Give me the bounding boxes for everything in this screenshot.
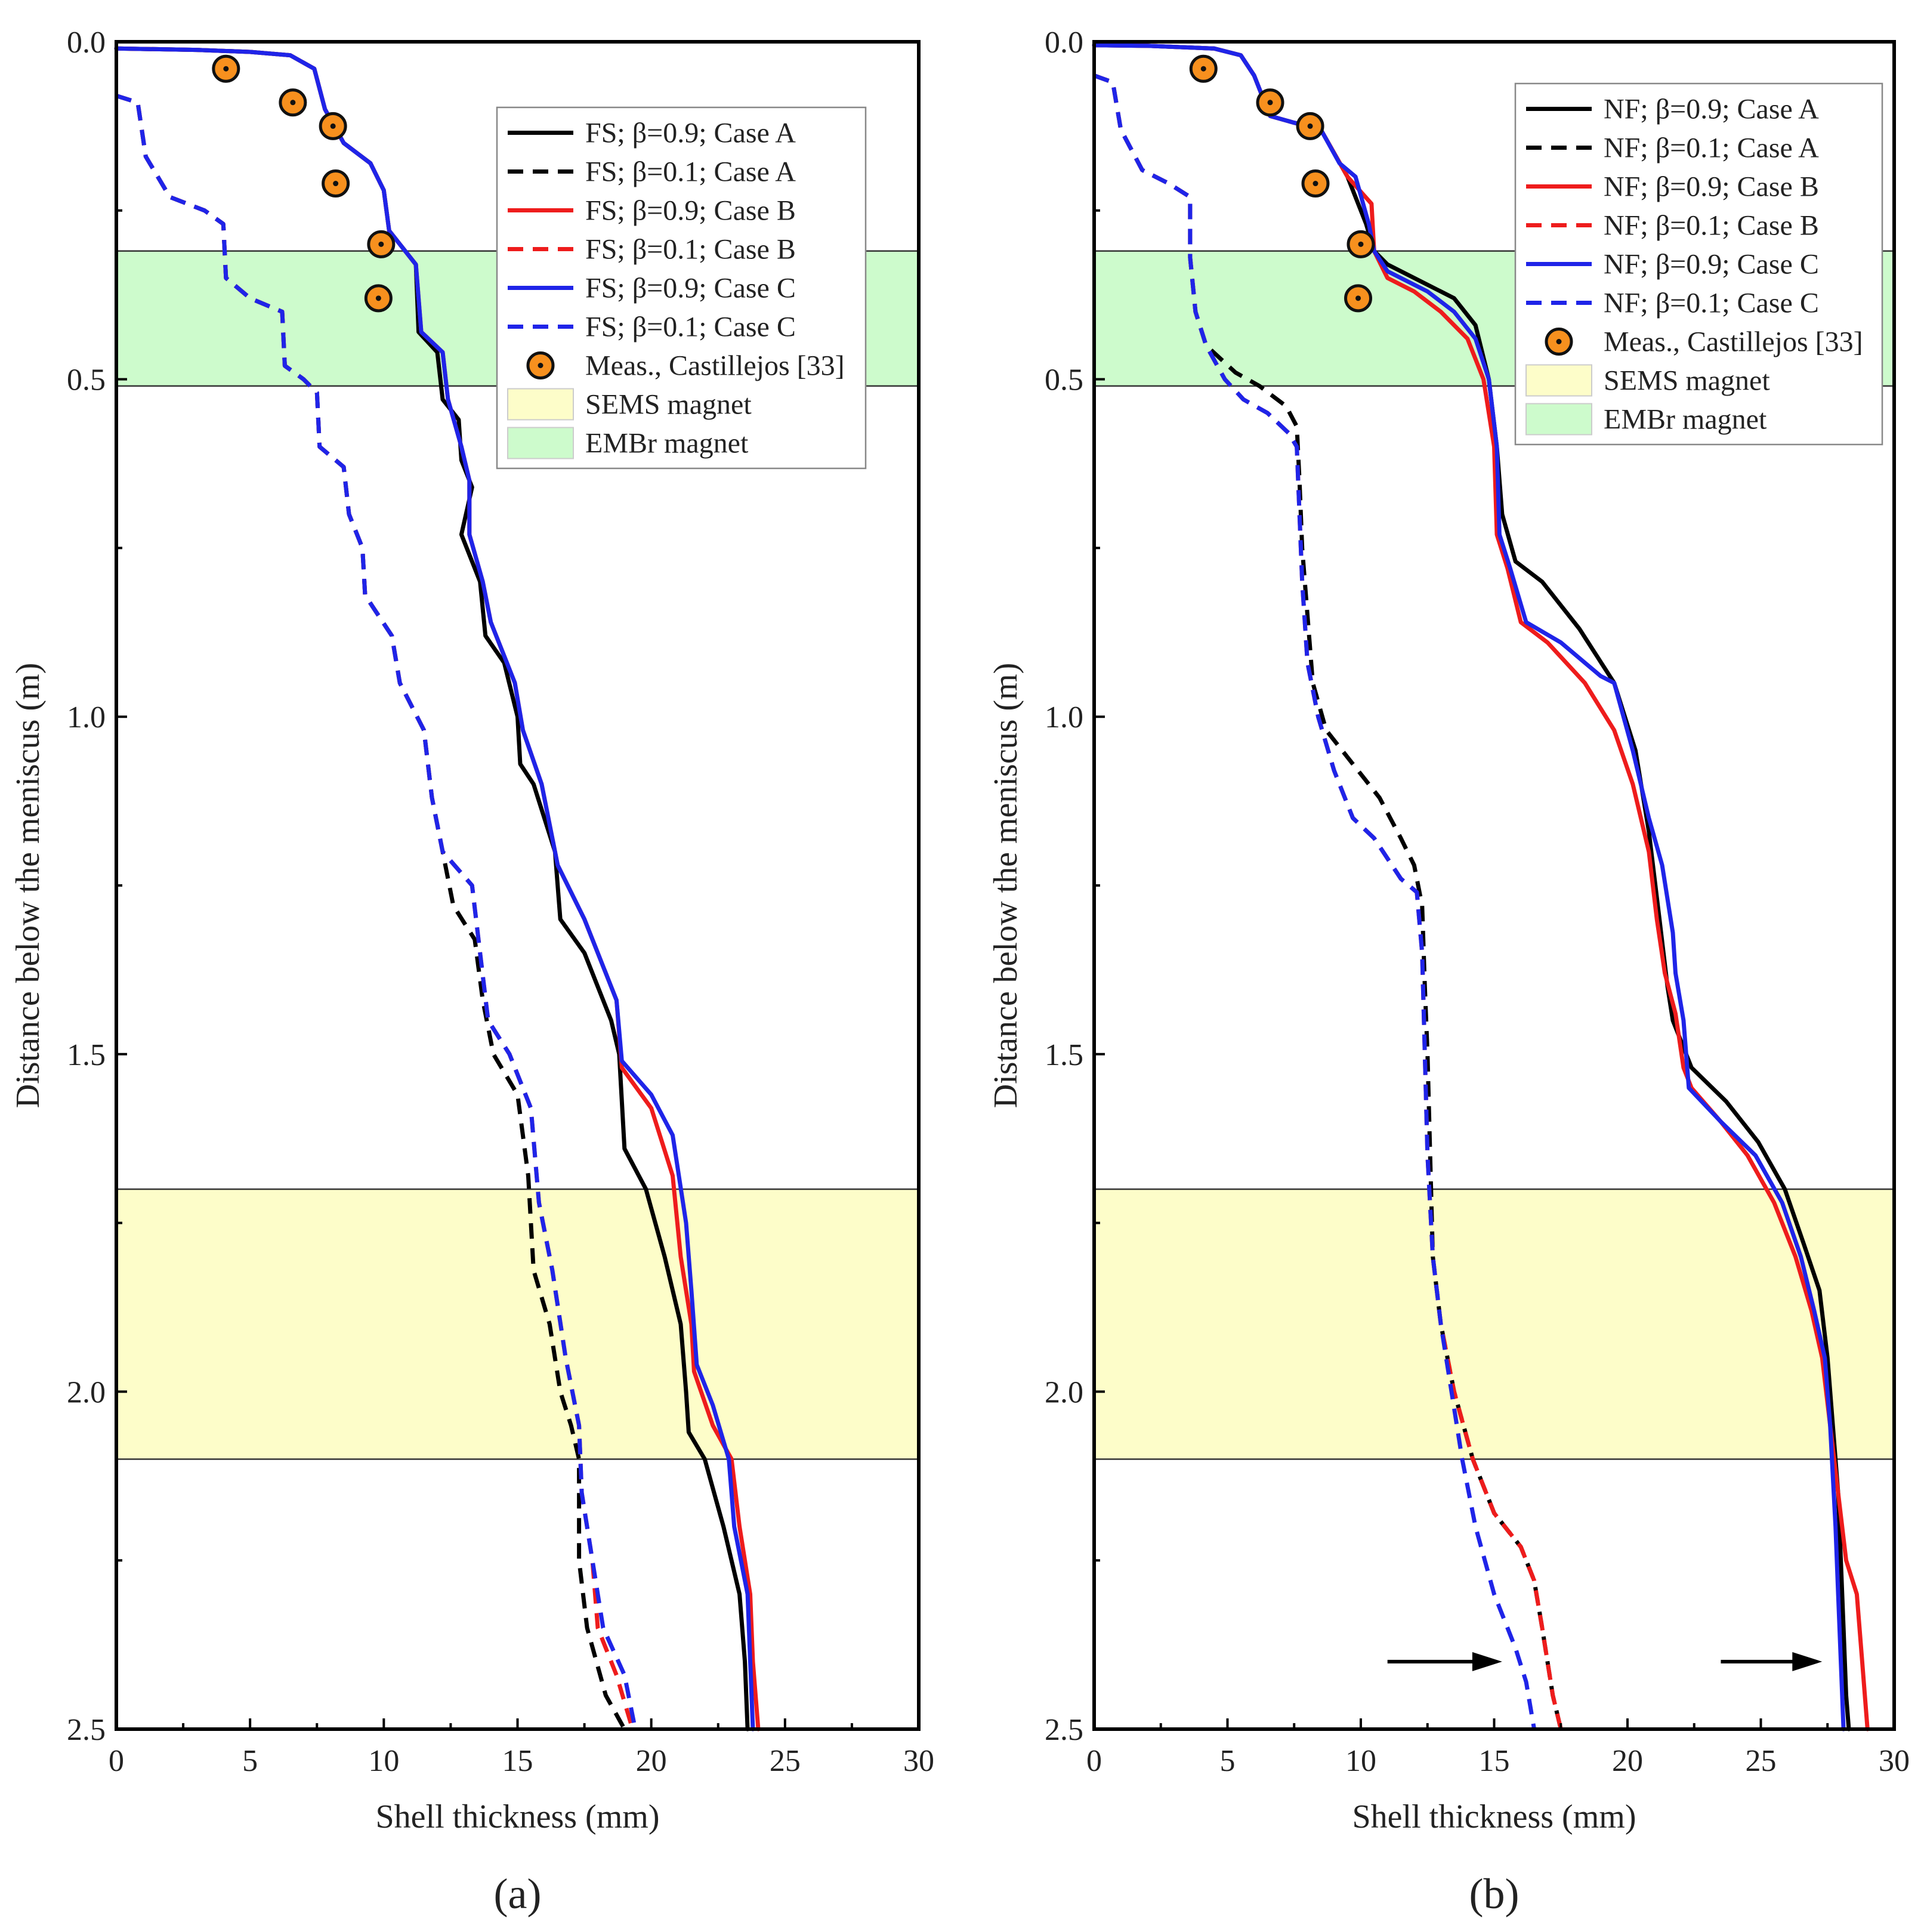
x-tick-label: 5 — [242, 1744, 258, 1778]
y-tick-label: 0.5 — [1045, 363, 1083, 397]
legend-label: EMBr magnet — [1604, 404, 1767, 436]
y-axis-title: Distance below the meniscus (m) — [987, 663, 1024, 1108]
y-tick-label: 1.0 — [67, 700, 106, 734]
x-tick-label: 15 — [1479, 1744, 1510, 1778]
legend-label: SEMS magnet — [1604, 365, 1770, 397]
measurement-point-center — [1267, 100, 1273, 106]
legend-label: NF; β=0.1; Case A — [1604, 132, 1819, 164]
y-tick-label: 2.5 — [1045, 1713, 1083, 1747]
legend-label: FS; β=0.1; Case C — [585, 311, 796, 343]
y-tick-label: 0.5 — [67, 363, 106, 397]
legend-label: NF; β=0.9; Case C — [1604, 249, 1819, 280]
legend: FS; β=0.9; Case A FS; β=0.1; Case A FS; β=… — [496, 106, 867, 470]
annotation-arrowhead — [1472, 1652, 1502, 1671]
x-axis-title: Shell thickness (mm) — [376, 1798, 660, 1835]
legend-swatch-patch — [1525, 364, 1592, 397]
sems-magnet-band — [1093, 1188, 1895, 1460]
legend-label: NF; β=0.1; Case C — [1604, 288, 1819, 319]
x-tick-label: 10 — [1345, 1744, 1376, 1778]
x-tick-label: 0 — [1086, 1744, 1102, 1778]
legend-label: Meas., Castillejos [33] — [585, 350, 845, 382]
panel-label: (a) — [494, 1870, 542, 1918]
measurement-point-center — [330, 123, 336, 129]
x-tick-label: 25 — [1746, 1744, 1777, 1778]
x-tick-label: 15 — [502, 1744, 533, 1778]
y-tick-label: 0.0 — [67, 26, 106, 60]
sems-magnet-band — [115, 1188, 920, 1460]
x-axis-title: Shell thickness (mm) — [1352, 1798, 1636, 1835]
measurement-point-center — [1307, 123, 1313, 129]
legend-label: NF; β=0.9; Case A — [1604, 94, 1819, 125]
legend-label: Meas., Castillejos [33] — [1604, 326, 1863, 358]
x-tick-label: 30 — [1879, 1744, 1910, 1778]
legend-swatch-marker-center — [1556, 339, 1562, 344]
y-tick-label: 2.0 — [67, 1375, 106, 1409]
legend-label: NF; β=0.1; Case B — [1604, 210, 1819, 242]
x-tick-label: 30 — [903, 1744, 934, 1778]
y-tick-label: 1.5 — [1045, 1038, 1083, 1072]
legend-label: FS; β=0.1; Case A — [585, 156, 796, 188]
x-tick-label: 0 — [109, 1744, 124, 1778]
legend-swatch-marker-center — [538, 363, 543, 368]
x-tick-label: 5 — [1220, 1744, 1236, 1778]
measurement-point-center — [1312, 181, 1318, 187]
panel-a: 0 5 10 15 20 25 30 0.0 0.5 1.0 1.5 2.0 2.5 Shell thic… — [10, 26, 934, 1918]
y-tick-label: 0.0 — [1045, 26, 1083, 60]
measurement-point-center — [290, 100, 296, 106]
y-tick-label: 1.0 — [1045, 700, 1083, 734]
measurement-point-center — [375, 295, 381, 301]
legend-label: SEMS magnet — [585, 389, 752, 421]
x-tick-label: 20 — [636, 1744, 667, 1778]
annotation-arrowhead — [1792, 1652, 1823, 1671]
series-line-6 — [1093, 73, 1537, 1730]
x-tick-label: 20 — [1612, 1744, 1643, 1778]
measurement-point-center — [333, 181, 339, 187]
y-axis-title: Distance below the meniscus (m) — [10, 663, 47, 1108]
legend-label: EMBr magnet — [585, 428, 749, 459]
y-tick-label: 2.0 — [1045, 1375, 1083, 1409]
legend-swatch-patch — [1525, 403, 1592, 436]
panel-b: 0 5 10 15 20 25 30 0.0 0.5 1.0 1.5 2.0 2.5 Shell thic… — [987, 26, 1910, 1918]
legend-label: FS; β=0.9; Case A — [585, 118, 796, 149]
y-tick-label: 1.5 — [67, 1038, 106, 1072]
legend-swatch-patch — [507, 427, 574, 459]
x-tick-label: 25 — [770, 1744, 801, 1778]
legend-label: FS; β=0.9; Case C — [585, 273, 796, 304]
measurement-point-center — [1358, 241, 1364, 247]
legend-swatch-patch — [507, 388, 574, 421]
measurement-point-center — [223, 66, 229, 72]
measurement-point-center — [1355, 295, 1361, 301]
legend-label: NF; β=0.9; Case B — [1604, 171, 1819, 203]
series-line-5 — [114, 46, 755, 1732]
legend-label: FS; β=0.1; Case B — [585, 234, 796, 266]
measurement-point-center — [1200, 66, 1206, 72]
series-line-6 — [115, 94, 638, 1730]
legend-label: FS; β=0.9; Case B — [585, 195, 796, 227]
panel-label: (b) — [1469, 1870, 1520, 1918]
measurement-point-center — [378, 241, 384, 247]
legend: NF; β=0.9; Case A NF; β=0.1; Case A NF; β=… — [1514, 82, 1883, 446]
y-tick-label: 2.5 — [67, 1713, 106, 1747]
x-tick-label: 10 — [368, 1744, 399, 1778]
